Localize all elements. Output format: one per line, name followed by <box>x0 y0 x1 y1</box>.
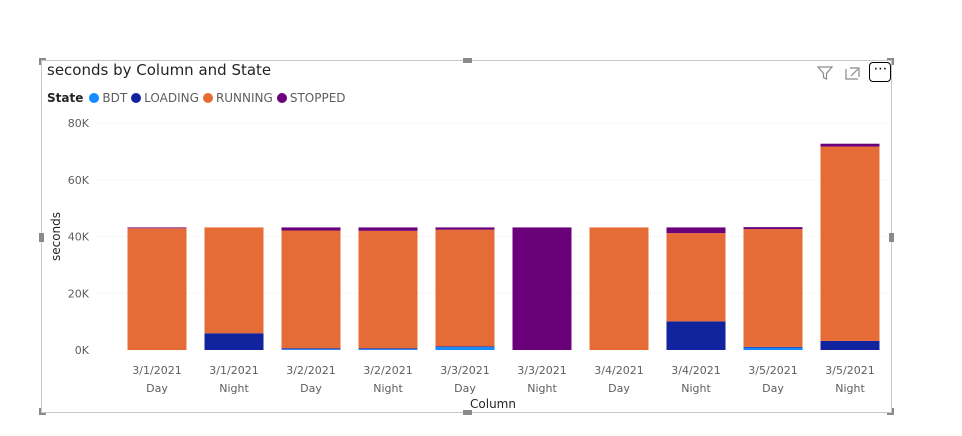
legend-marker-bdt <box>89 93 100 103</box>
bar-segment-running[interactable] <box>281 230 341 349</box>
x-tick-label-shift: Night <box>681 382 711 395</box>
resize-handle-bottom-right[interactable] <box>887 408 894 415</box>
x-tick-label-date: 3/1/2021 <box>209 364 258 377</box>
y-tick-label: 80K <box>68 117 90 130</box>
bar-segment-loading[interactable] <box>358 348 418 350</box>
bar-segment-running[interactable] <box>743 229 803 347</box>
bar-segment-loading[interactable] <box>743 346 803 348</box>
bar-segment-running[interactable] <box>666 233 726 322</box>
legend-item-running[interactable]: RUNNING <box>202 91 273 105</box>
x-tick-label-shift: Day <box>762 382 784 395</box>
bar-segment-running[interactable] <box>127 228 187 350</box>
x-tick-label-shift: Night <box>373 382 403 395</box>
x-tick-label-shift: Day <box>454 382 476 395</box>
legend-item-loading[interactable]: LOADING <box>131 91 199 105</box>
bar-segment-stopped[interactable] <box>358 227 418 231</box>
x-tick-label-shift: Night <box>527 382 557 395</box>
bar-segment-stopped[interactable] <box>127 227 187 229</box>
bar-segment-running[interactable] <box>589 227 649 350</box>
legend-marker-stopped <box>276 93 287 103</box>
resize-handle-top[interactable] <box>463 58 472 63</box>
resize-handle-top-right[interactable] <box>887 58 894 65</box>
x-tick-label-shift: Night <box>219 382 249 395</box>
resize-handle-bottom[interactable] <box>463 410 472 415</box>
legend-marker-loading <box>131 93 142 103</box>
bar-segment-bdt[interactable] <box>435 347 495 350</box>
bar-segment-running[interactable] <box>820 146 880 341</box>
bar-segment-stopped[interactable] <box>666 227 726 234</box>
x-tick-label-date: 3/4/2021 <box>594 364 643 377</box>
resize-handle-right[interactable] <box>889 233 894 242</box>
legend-item-stopped[interactable]: STOPPED <box>276 91 346 105</box>
legend-item-bdt[interactable]: BDT <box>89 91 127 105</box>
chart-legend: State BDT LOADING RUNNING STOPPED <box>47 91 350 105</box>
filter-icon[interactable] <box>816 64 834 82</box>
bar-segment-loading[interactable] <box>435 346 495 348</box>
bar-segment-stopped[interactable] <box>435 227 495 230</box>
y-tick-label: 0K <box>75 344 90 357</box>
legend-label-stopped: STOPPED <box>289 91 346 105</box>
bar-segment-running[interactable] <box>358 230 418 349</box>
y-axis-title: seconds <box>49 212 63 261</box>
x-tick-label-date: 3/3/2021 <box>440 364 489 377</box>
y-tick-label: 40K <box>68 231 90 244</box>
x-axis-title: Column <box>470 397 516 411</box>
x-tick-label-shift: Night <box>835 382 865 395</box>
y-tick-label: 60K <box>68 174 90 187</box>
more-options-button[interactable]: ⋯ <box>869 62 891 82</box>
y-tick-label: 20K <box>68 287 90 300</box>
legend-label-running: RUNNING <box>215 91 273 105</box>
resize-handle-bottom-left[interactable] <box>39 408 46 415</box>
bar-segment-running[interactable] <box>204 227 264 334</box>
x-tick-label-shift: Day <box>608 382 630 395</box>
bar-segment-stopped[interactable] <box>820 143 880 147</box>
bar-segment-bdt[interactable] <box>358 349 418 350</box>
bar-segment-running[interactable] <box>435 229 495 347</box>
focus-mode-icon[interactable] <box>844 64 862 82</box>
legend-label-bdt: BDT <box>102 91 128 105</box>
bar-segment-loading[interactable] <box>820 340 880 350</box>
x-tick-label-date: 3/3/2021 <box>517 364 566 377</box>
resize-handle-left[interactable] <box>39 233 44 242</box>
bar-segment-loading[interactable] <box>666 321 726 350</box>
x-tick-label-date: 3/1/2021 <box>132 364 181 377</box>
legend-title: State <box>47 91 84 105</box>
chart-title: seconds by Column and State <box>47 61 272 79</box>
legend-marker-running <box>202 93 213 103</box>
x-tick-label-date: 3/4/2021 <box>671 364 720 377</box>
bar-segment-stopped[interactable] <box>512 227 572 350</box>
legend-label-loading: LOADING <box>144 91 199 105</box>
x-tick-label-date: 3/5/2021 <box>825 364 874 377</box>
x-tick-label-date: 3/2/2021 <box>363 364 412 377</box>
bar-segment-bdt[interactable] <box>281 349 341 350</box>
bar-segment-bdt[interactable] <box>743 347 803 350</box>
x-tick-label-shift: Day <box>146 382 168 395</box>
bar-segment-stopped[interactable] <box>743 227 803 230</box>
resize-handle-top-left[interactable] <box>39 58 46 65</box>
x-tick-label-shift: Day <box>300 382 322 395</box>
bar-segment-stopped[interactable] <box>281 227 341 231</box>
bar-segment-loading[interactable] <box>281 348 341 350</box>
bar-segment-loading[interactable] <box>204 333 264 350</box>
x-tick-label-date: 3/2/2021 <box>286 364 335 377</box>
x-tick-label-date: 3/5/2021 <box>748 364 797 377</box>
